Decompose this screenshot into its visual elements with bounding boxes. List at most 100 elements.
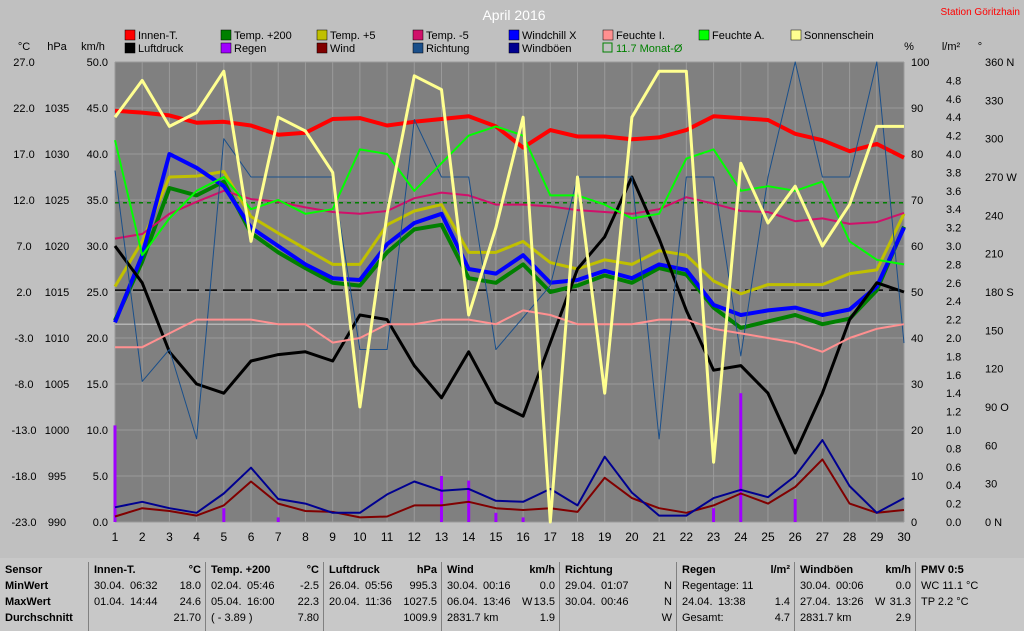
deg-tick-label: 210 <box>985 249 1003 261</box>
deg-tick-label: 330 <box>985 95 1003 107</box>
row-label-max: MaxWert <box>5 596 51 608</box>
richtung-min-date: 29.04. <box>565 580 596 592</box>
innen-unit: °C <box>188 564 201 576</box>
rain-tick-label: 3.0 <box>946 241 961 253</box>
regen-max-value: 1.4 <box>774 596 790 608</box>
wind-tick-label: 35.0 <box>87 195 108 207</box>
legend-swatch <box>220 29 232 41</box>
richtung-header: Richtung <box>565 564 613 576</box>
rain-tick-label: 1.8 <box>946 351 961 363</box>
richtung-max-time: 00:46 <box>601 596 629 608</box>
legend-swatch <box>316 42 328 54</box>
x-tick-label: 11 <box>381 530 394 544</box>
x-tick-label: 20 <box>625 530 639 544</box>
regen-max-time: 13:38 <box>718 596 746 608</box>
wind-tick-label: 50.0 <box>87 57 108 69</box>
series-line-sonnenschein <box>113 69 904 524</box>
x-tick-label: 17 <box>544 530 558 544</box>
rain-tick-label: 1.6 <box>946 370 961 382</box>
legend-swatch <box>698 29 710 41</box>
series-lines <box>113 61 906 524</box>
axis-labels: 1 2 3 4 5 6 7 8 9 10 11 12 13 14 15 16 17 18 19 20 21 22 23 24 2… <box>11 57 1017 544</box>
x-tick-label: 28 <box>843 530 857 544</box>
wind-avg-value: 1.9 <box>539 612 555 624</box>
rain-tick-label: 4.4 <box>946 112 961 124</box>
rain-tick-label: 4.8 <box>946 75 961 87</box>
series-line-temp-200 <box>113 179 906 330</box>
wind-column: Wind km/h 30.04. 00:16 0.0 06.04. 13:46 W 13.5… <box>441 562 560 631</box>
rain-tick-label: 4.2 <box>946 131 961 143</box>
statistics-table: Sensor MinWert MaxWert Durchschnitt Inne… <box>0 558 1024 631</box>
x-tick-label: 18 <box>571 530 585 544</box>
deg-tick-label: 90 O <box>985 402 1009 414</box>
wind-min-value: 0.0 <box>539 580 555 592</box>
rain-bar <box>113 425 117 522</box>
boeen-header: Windböen <box>800 564 854 576</box>
rain-tick-label: 2.2 <box>946 315 961 327</box>
press-tick-label: 1010 <box>45 333 69 345</box>
x-tick-label: 29 <box>870 530 884 544</box>
regen-unit: l/m² <box>770 564 790 576</box>
unit-rain: l/m² <box>942 41 961 53</box>
pct-tick-label: 30 <box>911 379 923 391</box>
temp-tick-label: 17.0 <box>13 149 34 161</box>
boeen-distance: 2831.7 km <box>800 612 852 624</box>
pct-tick-label: 80 <box>911 149 923 161</box>
wind-max-time: 13:46 <box>483 596 511 608</box>
wind-tick-label: 45.0 <box>87 103 108 115</box>
x-tick-label: 19 <box>598 530 612 544</box>
rain-tick-label: 0.4 <box>946 480 961 492</box>
rain-tick-label: 0.0 <box>946 517 961 529</box>
pmv-windchill: WC 11.1 °C <box>921 580 979 592</box>
series-line-temp-5 <box>114 189 905 240</box>
x-tick-label: 25 <box>761 530 775 544</box>
boeen-min-time: 00:06 <box>836 580 864 592</box>
rain-tick-label: 2.8 <box>946 259 961 271</box>
rain-tick-label: 3.2 <box>946 223 961 235</box>
x-tick-label: 21 <box>652 530 666 544</box>
legend-swatch <box>790 29 802 41</box>
luftdruck-header: Luftdruck <box>329 564 380 576</box>
sensor-column: Sensor MinWert MaxWert Durchschnitt <box>0 562 88 631</box>
rain-tick-label: 3.6 <box>946 186 961 198</box>
legend-label: Temp. +200 <box>234 30 292 42</box>
rain-tick-label: 1.0 <box>946 425 961 437</box>
wind-tick-label: 40.0 <box>87 149 108 161</box>
regen-total-value: 4.7 <box>774 612 790 624</box>
x-tick-label: 30 <box>897 530 911 544</box>
luftdruck-max-date: 20.04. <box>329 596 360 608</box>
legend-swatch <box>602 42 613 53</box>
temp-tick-label: 27.0 <box>13 57 34 69</box>
legend-label: Temp. +5 <box>330 30 376 42</box>
regen-column: Regen l/m² Regentage: 11 24.04. 13:38 1.4 G… <box>676 562 795 631</box>
temp200-avg-value: 7.80 <box>297 612 319 624</box>
pct-tick-label: 0 <box>911 517 917 529</box>
rain-tick-label: 0.2 <box>946 499 961 511</box>
wind-tick-label: 5.0 <box>93 471 108 483</box>
x-tick-label: 5 <box>220 530 227 544</box>
temp-tick-label: -13.0 <box>11 425 36 437</box>
temp-tick-label: -23.0 <box>11 517 36 529</box>
x-tick-label: 1 <box>112 530 119 544</box>
wind-tick-label: 20.0 <box>87 333 108 345</box>
boeen-max-dir: W <box>875 596 886 608</box>
rain-bar <box>793 499 797 522</box>
innen-min-time: 06:32 <box>130 580 158 592</box>
chart-title: April 2016 <box>482 7 545 23</box>
press-tick-label: 1000 <box>45 425 69 437</box>
boeen-min-date: 30.04. <box>800 580 831 592</box>
temp200-header: Temp. +200 <box>211 564 271 576</box>
pct-tick-label: 70 <box>911 195 923 207</box>
boeen-max-time: 13:26 <box>836 596 864 608</box>
rain-tick-label: 1.4 <box>946 388 961 400</box>
regen-days: Regentage: 11 <box>682 580 754 592</box>
boeen-max-value: 31.3 <box>889 596 911 608</box>
legend-swatch <box>220 42 232 54</box>
legend-label: Windböen <box>522 43 572 55</box>
temp200-unit: °C <box>306 564 319 576</box>
rain-tick-label: 4.0 <box>946 149 961 161</box>
temp200-max-time: 16:00 <box>247 596 275 608</box>
press-tick-label: 1025 <box>45 195 69 207</box>
press-tick-label: 1020 <box>45 241 69 253</box>
temp200-max-value: 22.3 <box>297 596 319 608</box>
